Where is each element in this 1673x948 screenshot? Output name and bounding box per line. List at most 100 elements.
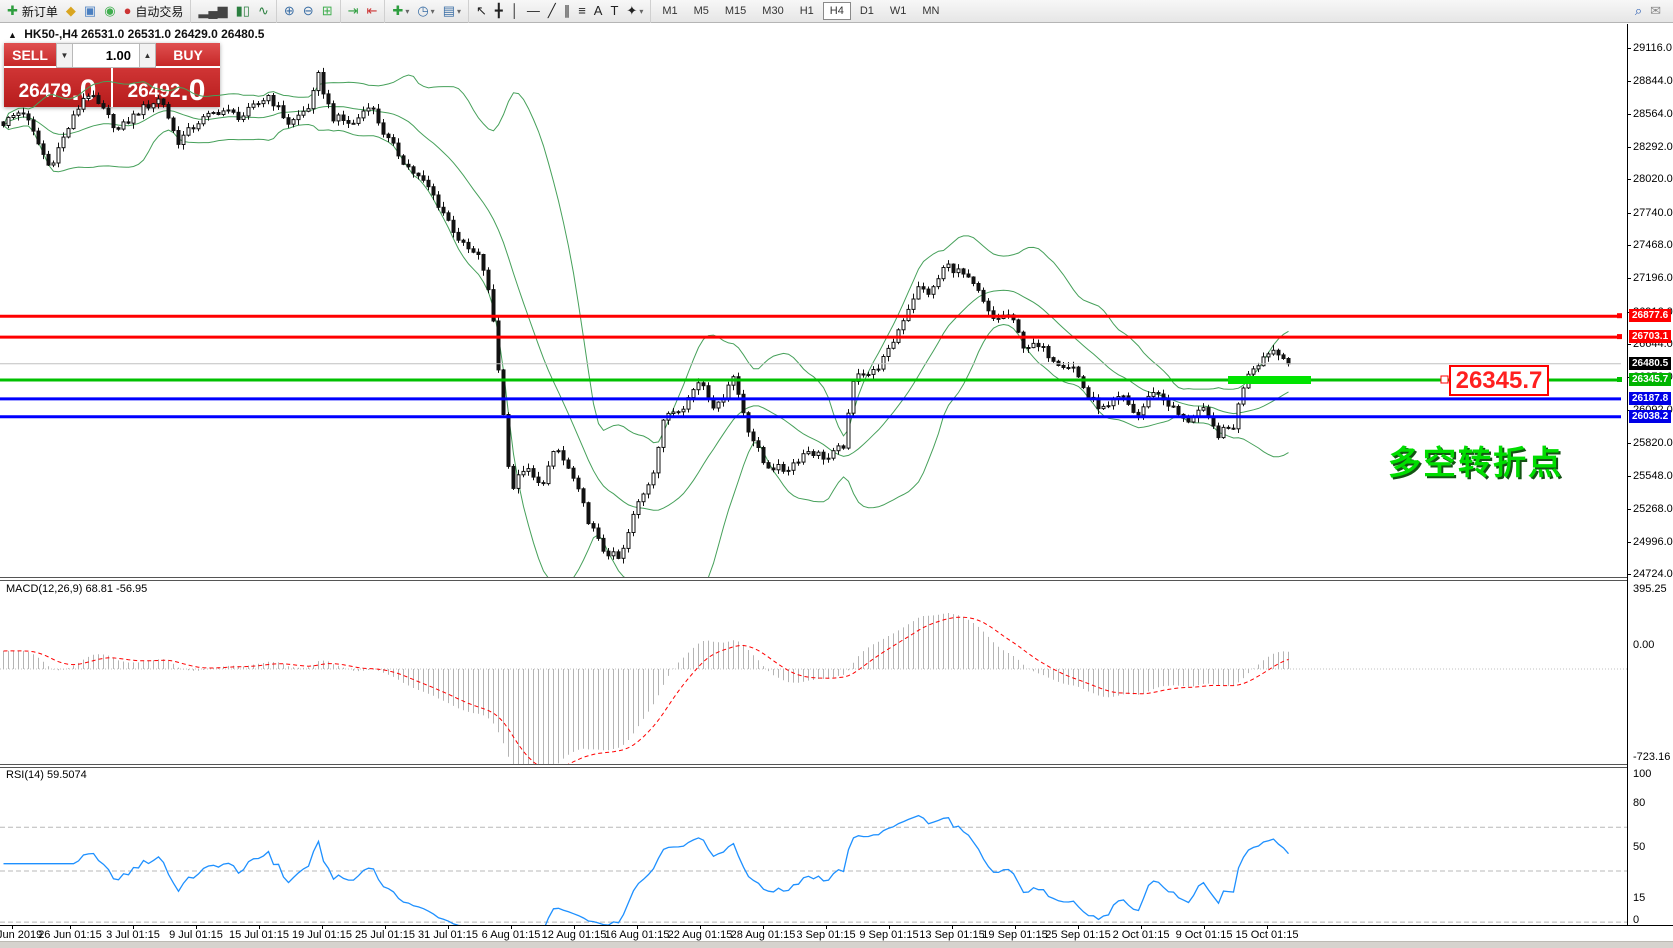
pivot-annotation-text[interactable]: 多空转折点: [1388, 444, 1563, 481]
buy-price-frac: .0: [180, 74, 206, 107]
tile-windows-button[interactable]: ⊞: [318, 1, 337, 21]
indicators-button[interactable]: ✚ ▾: [388, 1, 413, 21]
pivot-trend-segment[interactable]: [1228, 376, 1311, 384]
candlestick-mode-button[interactable]: ▮▯: [232, 1, 254, 21]
time-label: 12 Aug 01:15: [541, 929, 607, 941]
price-tick-label: 25820.0: [1633, 437, 1673, 449]
horizontal-line-icon: —: [526, 3, 540, 18]
timeframe-m5-button[interactable]: M5: [693, 5, 709, 17]
auto-scroll-button[interactable]: ⇥: [344, 1, 363, 21]
trendline-icon: ╱: [547, 3, 556, 18]
price-tick-label: 28564.0: [1633, 108, 1673, 120]
macd-pane[interactable]: [0, 581, 1627, 764]
zoom-in-icon: ⊕: [283, 3, 295, 18]
chat-button[interactable]: ✉: [1646, 1, 1665, 21]
price-tick-label: 25268.0: [1633, 503, 1673, 515]
price-box-anchor-handle[interactable]: [1440, 375, 1449, 384]
text-button[interactable]: A: [590, 1, 607, 21]
trendline-button[interactable]: ╱: [544, 1, 560, 21]
line-chart-mode-button[interactable]: ∿: [254, 1, 273, 21]
time-label: 9 Oct 01:15: [1175, 929, 1233, 941]
search-button[interactable]: ⌕: [1631, 1, 1646, 21]
rsi-indicator-label: RSI(14) 59.5074: [6, 769, 87, 781]
horizontal-line-button[interactable]: —: [523, 1, 544, 21]
periods-icon: ◷: [417, 3, 429, 18]
arrows-button[interactable]: ✦ ▾: [622, 1, 647, 21]
bar-chart-mode-icon: ▂▄▆: [198, 3, 228, 18]
time-label: 28 Aug 01:15: [730, 929, 796, 941]
cursor-button[interactable]: ↖: [472, 1, 491, 21]
timeframe-h1-button[interactable]: H1: [799, 5, 814, 17]
time-label: 25 Jul 01:15: [355, 929, 415, 941]
candlestick-mode-icon: ▮▯: [235, 3, 250, 18]
arrows-dropdown-arrow[interactable]: ▾: [639, 6, 644, 16]
time-label: 22 Aug 01:15: [667, 929, 733, 941]
zoom-in-button[interactable]: ⊕: [280, 1, 299, 21]
new-order-button[interactable]: ✚ 新订单: [3, 1, 62, 21]
timeframe-h4-button[interactable]: H4: [822, 2, 851, 20]
periods-dropdown-arrow[interactable]: ▾: [430, 6, 435, 16]
timeframe-d1-button[interactable]: D1: [859, 5, 874, 17]
macd-axis-label: 0.00: [1633, 639, 1655, 651]
history-center-button[interactable]: ◆: [62, 1, 80, 21]
time-label: 19 Sep 01:15: [982, 929, 1048, 941]
chart-shift-button[interactable]: ⇤: [363, 1, 382, 21]
volume-increase-button[interactable]: ▲: [139, 43, 156, 68]
text-label-button[interactable]: T: [606, 1, 622, 21]
crosshair-button[interactable]: ╋: [491, 1, 507, 21]
equidistant-channel-button[interactable]: ∥: [560, 1, 575, 21]
fibonacci-button[interactable]: ≡: [574, 1, 590, 21]
rsi-axis-label: 15: [1633, 892, 1646, 904]
zoom-out-button[interactable]: ⊖: [299, 1, 318, 21]
chart-window[interactable]: ▲ HK50-,H4 26531.0 26531.0 26429.0 26480…: [0, 24, 1673, 948]
timeframe-w1-button[interactable]: W1: [889, 5, 907, 17]
volume-input[interactable]: 1.00: [73, 43, 139, 68]
toolbar-group: ↖ ╋ │ — ╱ ∥ ≡ A T ✦ ▾: [468, 0, 650, 23]
main-price-pane[interactable]: [0, 24, 1627, 577]
vertical-line-button[interactable]: │: [507, 1, 523, 21]
time-label: 25 Sep 01:15: [1045, 929, 1111, 941]
timeframe-m1-button[interactable]: M1: [662, 5, 678, 17]
periods-button[interactable]: ◷ ▾: [413, 1, 438, 21]
history-center-icon: ◆: [65, 3, 76, 18]
indicators-dropdown-arrow[interactable]: ▾: [405, 6, 410, 16]
time-label: 6 Aug 01:15: [481, 929, 541, 941]
rsi-pane[interactable]: [0, 768, 1627, 925]
tile-windows-icon: ⊞: [321, 3, 333, 18]
templates-button[interactable]: ▤ ▾: [439, 1, 465, 21]
price-tag-26703.1: 26703.1: [1629, 330, 1672, 343]
templates-dropdown-arrow[interactable]: ▾: [456, 6, 461, 16]
rsi-axis-label: 80: [1633, 797, 1646, 809]
signals-button[interactable]: ◉: [100, 1, 119, 21]
price-tag-26187.8: 26187.8: [1629, 392, 1672, 405]
autotrading-button[interactable]: ● 自动交易: [120, 1, 188, 21]
price-tag-26877.6: 26877.6: [1629, 309, 1672, 322]
sell-button[interactable]: SELL: [4, 43, 56, 68]
one-click-trade-panel: SELL ▼ 1.00 ▲ BUY 26479 .0 26492 .0: [4, 43, 220, 107]
pane-separator-macd[interactable]: [0, 577, 1673, 581]
bar-chart-mode-button[interactable]: ▂▄▆: [194, 1, 231, 21]
line-chart-mode-icon: ∿: [257, 3, 269, 18]
market-watch-button[interactable]: ▣: [80, 1, 100, 21]
pivot-price-text-box[interactable]: 26345.7: [1449, 365, 1549, 396]
toolbar-group: ▂▄▆ ▮▯ ∿: [190, 0, 275, 23]
time-label: 3 Jul 01:15: [106, 929, 160, 941]
timeframe-mn-button[interactable]: MN: [922, 5, 940, 17]
time-label: 15 Jul 01:15: [229, 929, 289, 941]
pane-separator-rsi[interactable]: [0, 764, 1673, 768]
volume-decrease-button[interactable]: ▼: [56, 43, 73, 68]
sell-price-button[interactable]: 26479 .0: [4, 68, 111, 107]
time-label: 26 Jun 01:15: [38, 929, 102, 941]
buy-button[interactable]: BUY: [156, 43, 220, 68]
new-order-icon: ✚: [7, 3, 18, 18]
buy-price-button[interactable]: 26492 .0: [113, 68, 220, 107]
text-label-icon: T: [610, 3, 619, 18]
toolbar-group: ✚ 新订单 ◆ ▣ ◉ ● 自动交易: [0, 0, 190, 23]
macd-axis-label: -723.16: [1633, 751, 1671, 763]
time-label: 9 Jul 01:15: [169, 929, 223, 941]
timeframe-m30-button[interactable]: M30: [762, 5, 784, 17]
timeframe-m15-button[interactable]: M15: [724, 5, 747, 17]
arrows-icon: ✦: [626, 3, 638, 18]
toolbar-group: ⇥ ⇤: [339, 0, 385, 23]
toolbar: ✚ 新订单 ◆ ▣ ◉ ● 自动交易 ▂▄▆ ▮▯ ∿ ⊕ ⊖ ⊞ ⇥ ⇤ ✚ ▾ ◷ ▾ ▤ ▾ ↖ ╋ │ — ╱ ∥ ≡ A T ✦ ▾…: [0, 0, 1673, 23]
